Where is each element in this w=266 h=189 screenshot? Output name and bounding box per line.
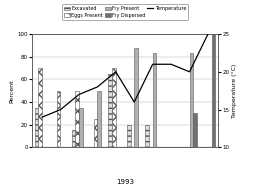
Legend: Excavated, Eggs Present, Fry Present, Fry Dispersed, Temperature: Excavated, Eggs Present, Fry Present, Fr… [62,4,188,20]
Temperature [40,116,44,118]
Bar [38,68,42,147]
Temperature [77,93,81,96]
Bar [109,74,112,147]
Bar [127,125,131,147]
Bar [193,113,197,147]
Temperature [169,63,173,65]
Bar [212,34,215,147]
Bar [153,53,156,147]
Y-axis label: Temperature (°C): Temperature (°C) [232,64,237,118]
Y-axis label: Percent: Percent [10,79,14,103]
Temperature [151,63,154,65]
Temperature [133,101,136,103]
Bar [190,53,193,147]
Bar [75,91,79,147]
Bar [79,108,83,147]
Bar [72,130,75,147]
Bar [112,68,116,147]
Bar [97,91,101,147]
Bar [145,125,149,147]
Bar [35,108,38,147]
Text: 1993: 1993 [116,179,134,185]
Bar [134,48,138,147]
Line: Temperature: Temperature [42,34,208,117]
Temperature [114,71,117,73]
Bar [57,91,60,147]
Temperature [96,86,99,88]
Temperature [188,71,191,73]
Bar [94,119,97,147]
Temperature [206,33,210,35]
Temperature [59,108,62,111]
